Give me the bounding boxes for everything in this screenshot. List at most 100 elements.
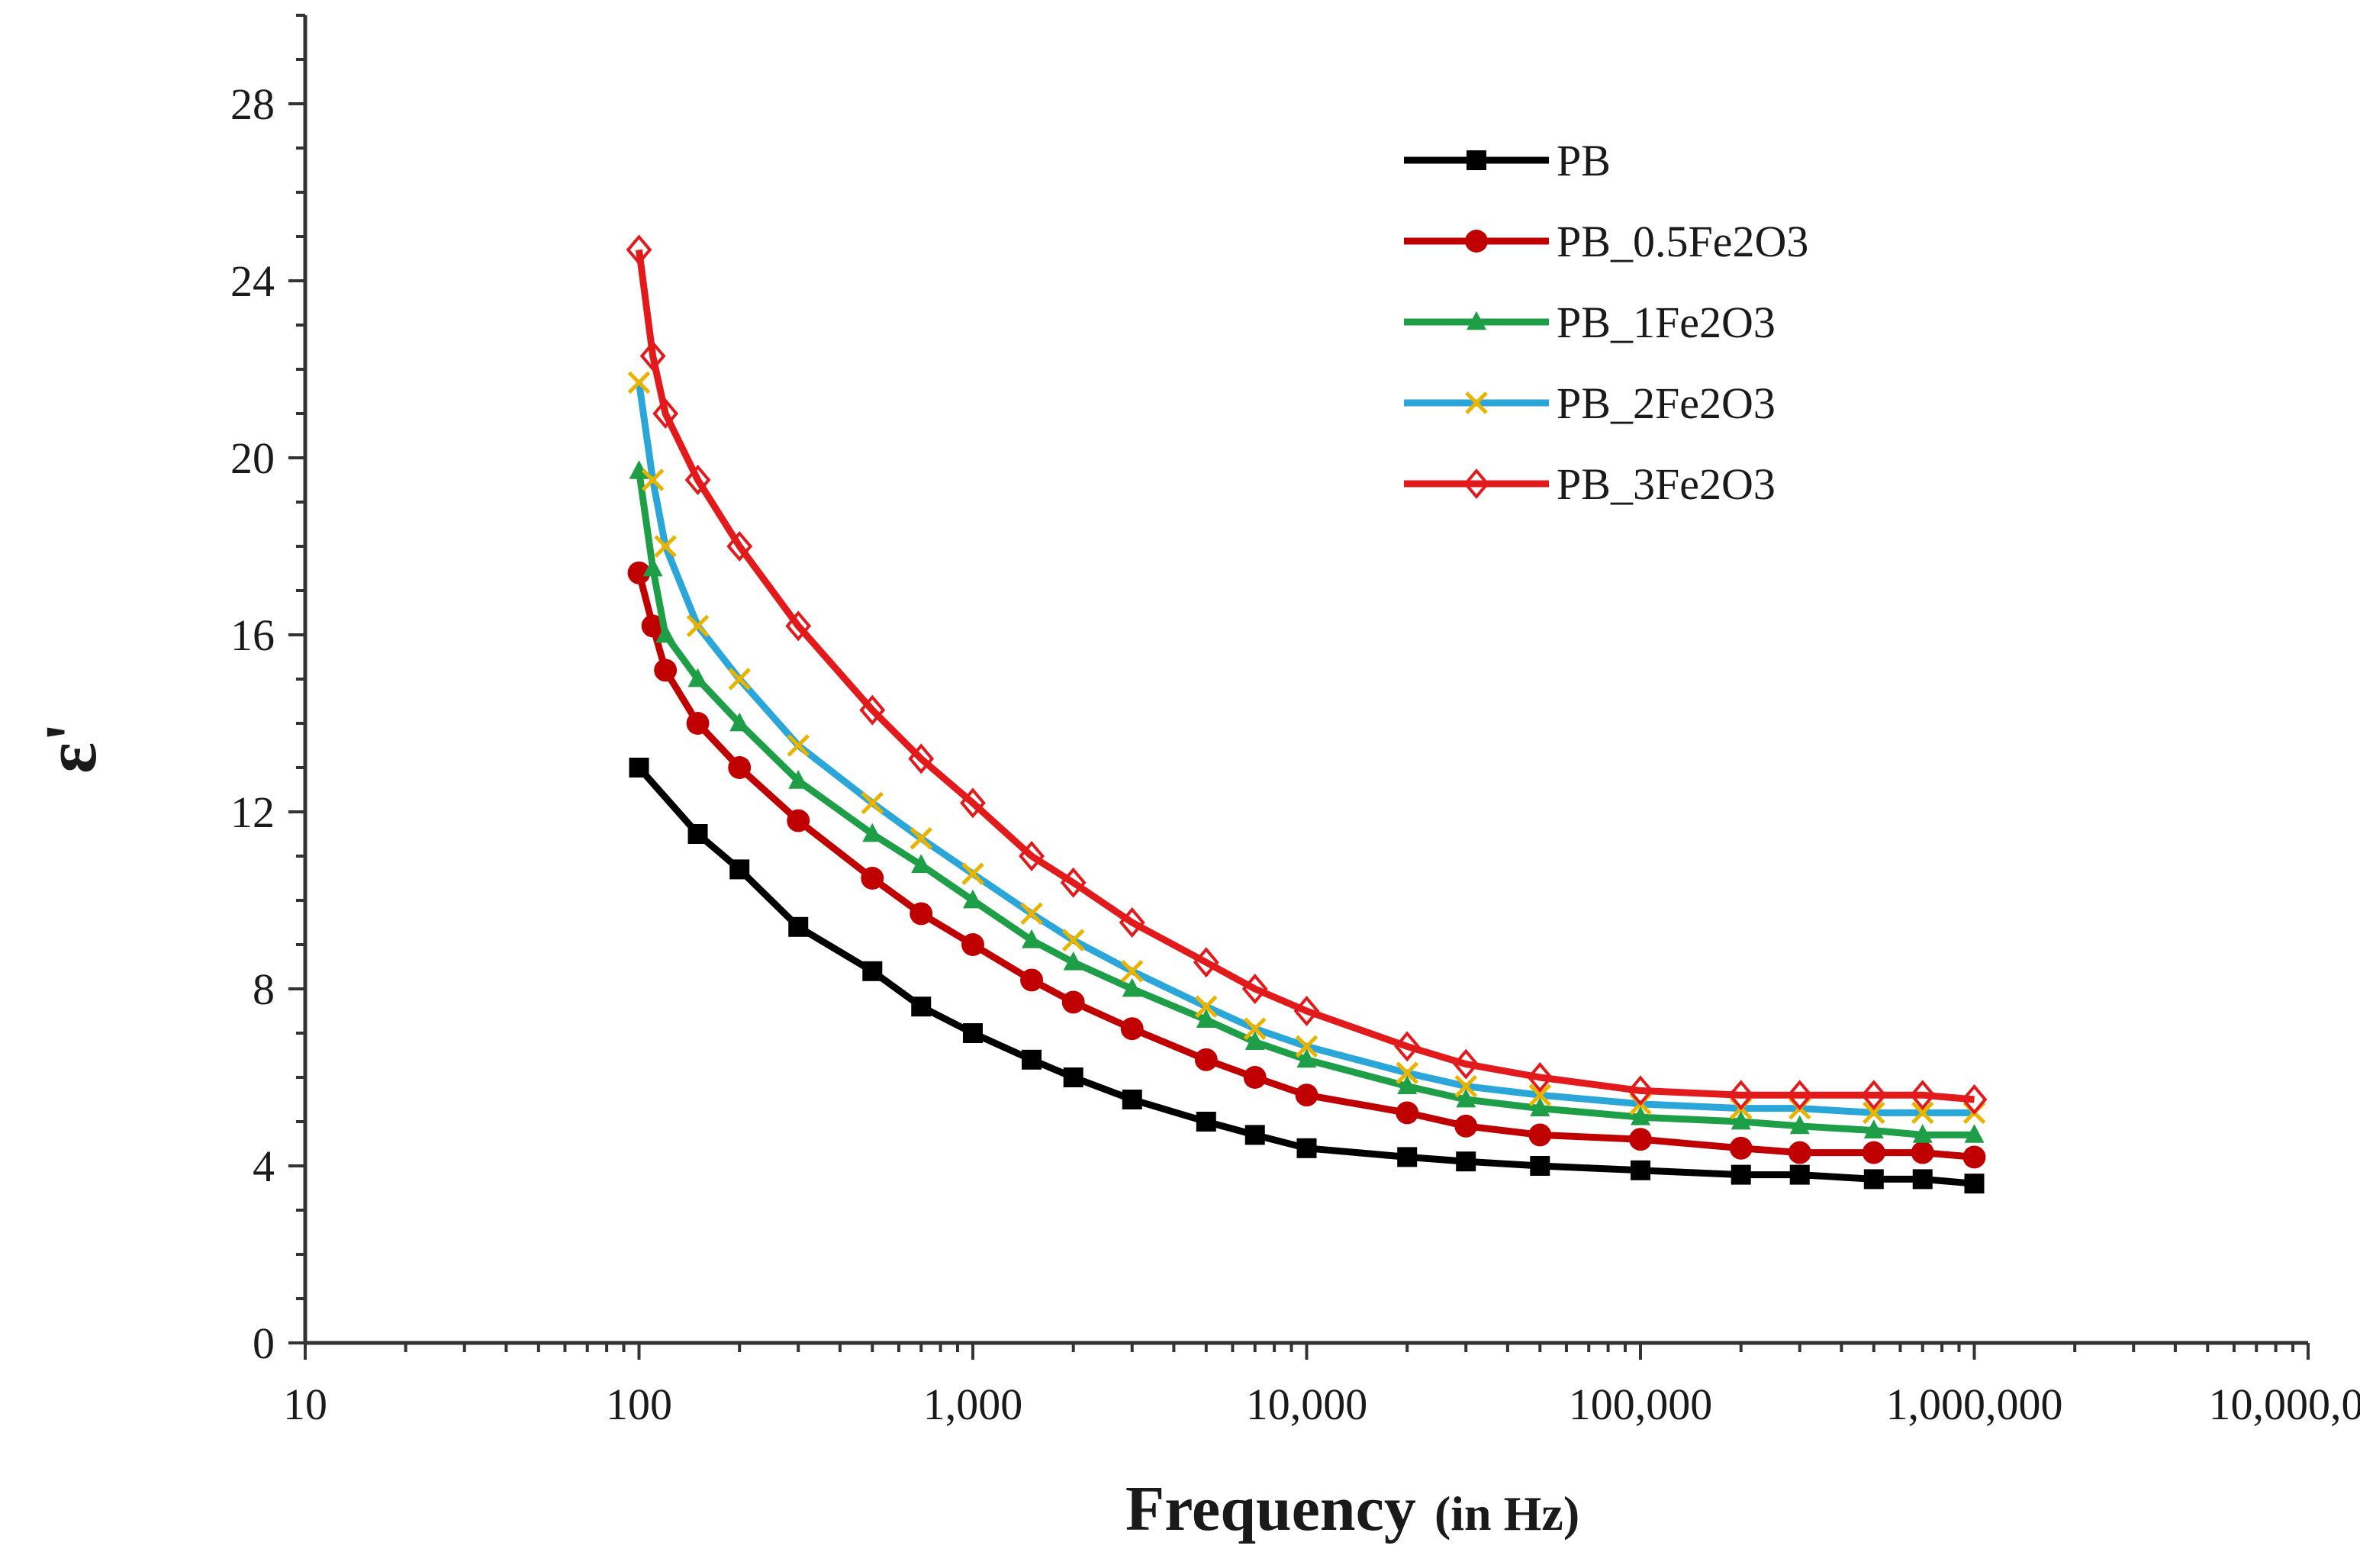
- legend-item: PB_3Fe2O3: [1404, 459, 1776, 509]
- y-ticks: 0 4 8 12 16 20 24 28: [230, 14, 305, 1368]
- data-point: [1528, 1083, 1552, 1106]
- data-point: [1296, 1138, 1317, 1158]
- data-point: [1063, 1067, 1083, 1087]
- series-PB_0.5Fe2O3: [627, 561, 1986, 1169]
- data-point: [1964, 1124, 1985, 1143]
- x-tick-label: 10: [283, 1380, 327, 1429]
- data-point: [1731, 1110, 1751, 1130]
- data-point: [1453, 1048, 1479, 1080]
- legend-item: PB_0.5Fe2O3: [1404, 217, 1808, 266]
- legend-marker: [1465, 391, 1488, 414]
- data-point: [1243, 1017, 1267, 1040]
- x-tick-label: 100,000: [1569, 1380, 1713, 1429]
- data-point: [1244, 1125, 1265, 1145]
- data-point: [1196, 1009, 1216, 1028]
- data-point: [1629, 1128, 1652, 1151]
- data-point: [963, 1023, 983, 1043]
- data-point: [1631, 1160, 1650, 1180]
- legend-label: PB_2Fe2O3: [1557, 378, 1776, 428]
- data-point: [1860, 1080, 1887, 1111]
- data-point: [1786, 1080, 1813, 1111]
- data-point: [862, 961, 883, 981]
- data-point: [1396, 1061, 1418, 1084]
- x-axis-title: Frequency (in Hz): [1125, 1473, 1579, 1544]
- data-point: [788, 770, 809, 789]
- data-point: [911, 997, 932, 1017]
- data-point: [1060, 867, 1087, 898]
- data-point: [1063, 951, 1083, 971]
- data-point: [1019, 841, 1045, 871]
- data-point: [960, 787, 986, 819]
- legend-marker: [1467, 311, 1486, 330]
- data-point: [1397, 1075, 1418, 1094]
- data-point: [639, 340, 666, 372]
- data-point: [1456, 1088, 1476, 1108]
- data-point: [652, 398, 679, 429]
- data-point: [1022, 929, 1042, 948]
- legend-marker: [1467, 150, 1486, 170]
- data-point: [1020, 902, 1043, 926]
- data-point: [1863, 1169, 1884, 1190]
- series-PB_2Fe2O3: [627, 371, 1986, 1125]
- data-point: [1454, 1074, 1478, 1098]
- data-point: [1193, 947, 1219, 978]
- data-point: [1530, 1156, 1550, 1176]
- data-point: [785, 610, 812, 642]
- data-point: [1788, 1141, 1811, 1164]
- data-point: [629, 460, 649, 479]
- y-tick-label: 24: [230, 256, 275, 306]
- data-point: [1394, 1031, 1421, 1062]
- y-tick-label: 16: [230, 610, 275, 660]
- series-line: [636, 249, 1975, 1103]
- data-point: [861, 867, 884, 890]
- legend: PB PB_0.5Fe2O3 PB_1Fe2O3 PB_2Fe2O3 PB_3Fe2O3: [1404, 136, 1808, 509]
- data-point: [1022, 1049, 1042, 1070]
- data-point: [1122, 977, 1142, 997]
- data-point: [1196, 1112, 1216, 1132]
- data-point: [1454, 1114, 1478, 1138]
- data-point: [1396, 1101, 1419, 1125]
- data-point: [1296, 1048, 1317, 1068]
- legend-label: PB_3Fe2O3: [1557, 459, 1776, 509]
- data-point: [1293, 996, 1320, 1026]
- data-point: [1295, 1083, 1318, 1107]
- data-point: [1909, 1080, 1936, 1111]
- data-point: [1863, 1101, 1885, 1125]
- data-point: [788, 916, 809, 937]
- data-point: [1863, 1119, 1884, 1138]
- x-tick-label: 10,000,000: [2209, 1380, 2360, 1429]
- data-point: [655, 623, 676, 643]
- data-point: [1964, 1174, 1985, 1194]
- legend-label: PB_0.5Fe2O3: [1557, 217, 1808, 266]
- data-point: [1120, 960, 1144, 983]
- data-point: [654, 658, 678, 682]
- data-point: [1195, 995, 1218, 1018]
- data-point: [654, 535, 677, 558]
- series-layer: [626, 234, 1988, 1194]
- data-point: [729, 859, 750, 880]
- y-axis-label: ε': [30, 722, 111, 774]
- data-point: [686, 614, 710, 638]
- legend-item: PB_2Fe2O3: [1404, 378, 1776, 428]
- x-ticks: 10 100 1,000 10,000 100,000 1,000,000 10,000,0…: [283, 1343, 2360, 1429]
- data-point: [684, 465, 711, 495]
- y-tick-label: 20: [230, 433, 275, 483]
- x-axis-unit: (in Hz): [1434, 1486, 1579, 1541]
- x-tick-label: 1,000,000: [1886, 1380, 2063, 1429]
- series-PB: [629, 758, 1985, 1194]
- x-tick-label: 10,000: [1246, 1380, 1368, 1429]
- series-line: [636, 571, 1975, 1161]
- data-point: [1061, 990, 1085, 1014]
- data-point: [1020, 968, 1043, 992]
- data-point: [641, 614, 665, 638]
- data-point: [859, 694, 886, 726]
- data-point: [910, 902, 933, 926]
- data-point: [1862, 1141, 1885, 1164]
- data-point: [1244, 1031, 1265, 1050]
- data-point: [627, 561, 651, 584]
- series-line: [636, 470, 1975, 1138]
- data-point: [961, 862, 984, 885]
- x-axis-label: Frequency: [1125, 1473, 1416, 1544]
- data-point: [1912, 1169, 1933, 1190]
